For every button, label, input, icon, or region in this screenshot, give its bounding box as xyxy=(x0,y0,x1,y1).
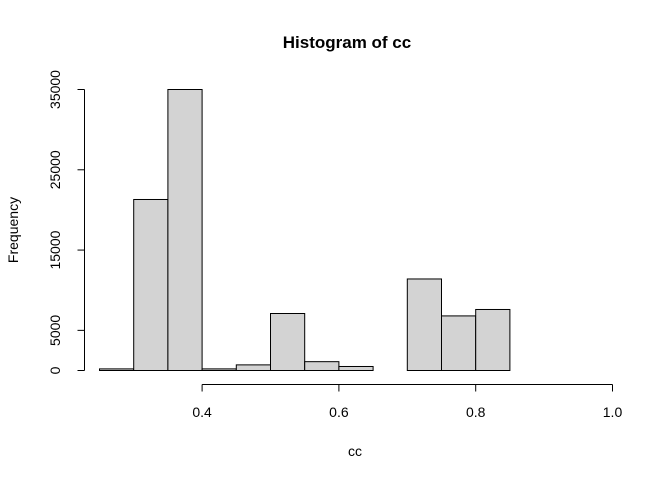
x-axis-label: cc xyxy=(348,443,362,459)
chart-title: Histogram of cc xyxy=(283,33,411,52)
y-tick-label: 15000 xyxy=(47,230,63,269)
histogram-bar xyxy=(475,308,511,372)
y-tick-label: 5000 xyxy=(47,315,63,346)
y-axis: 0 5000 15000 25000 35000 xyxy=(47,70,85,374)
histogram-bar xyxy=(99,368,135,372)
histogram-bar xyxy=(406,278,442,371)
histogram-bar xyxy=(304,361,340,372)
x-tick-label: 1.0 xyxy=(603,404,623,420)
histogram-bar xyxy=(441,315,477,372)
histogram-bar xyxy=(201,368,237,372)
histogram-bar xyxy=(133,198,169,371)
x-tick-label: 0.6 xyxy=(329,404,349,420)
histogram-bar xyxy=(167,89,203,371)
histogram-bars xyxy=(99,89,511,372)
histogram-bar xyxy=(235,364,272,372)
y-axis-label: Frequency xyxy=(5,197,21,263)
histogram-bar xyxy=(270,313,306,371)
y-tick-label: 25000 xyxy=(47,150,63,189)
x-tick-label: 0.4 xyxy=(192,404,212,420)
y-tick-label: 0 xyxy=(47,366,63,374)
x-axis: 0.4 0.6 0.8 1.0 xyxy=(192,384,623,420)
histogram-bar xyxy=(338,365,374,371)
y-tick-label: 35000 xyxy=(47,70,63,109)
x-tick-label: 0.8 xyxy=(466,404,486,420)
